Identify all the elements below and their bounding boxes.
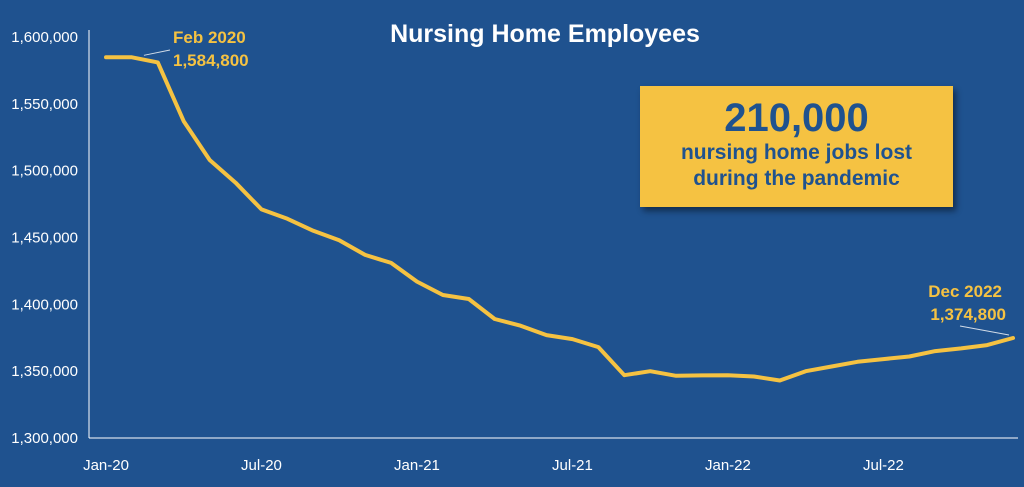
x-axis-ticks: Jan-20 Jul-20 Jan-21 Jul-21 Jan-22 Jul-22 [83,457,904,474]
y-tick-label: 1,450,000 [11,230,78,247]
dec-2022-leader-line [959,325,1010,336]
x-tick-label: Jul-20 [241,457,282,474]
x-tick-label: Jul-21 [552,457,593,474]
y-tick-label: 1,550,000 [11,96,78,113]
callout-line-1: nursing home jobs lost [680,141,912,164]
x-tick-label: Jan-21 [394,457,440,474]
callout-box: 210,000 nursing home jobs lost during th… [640,86,953,207]
y-tick-label: 1,400,000 [11,296,78,313]
dec-2022-label: Dec 2022 [928,282,1002,301]
dec-2022-value: 1,374,800 [930,305,1006,324]
x-tick-label: Jan-20 [83,457,129,474]
callout-number: 210,000 [724,96,869,140]
callout-line-2: during the pandemic [693,167,900,190]
y-tick-label: 1,300,000 [11,430,78,447]
feb-2020-value: 1,584,800 [173,51,249,70]
series-line [104,55,1015,383]
feb-2020-leader-line [143,49,171,56]
x-tick-label: Jan-22 [705,457,751,474]
y-axis-ticks: 1,300,000 1,350,000 1,400,000 1,450,000 1,50… [11,29,78,447]
y-tick-label: 1,500,000 [11,163,78,180]
x-tick-label: Jul-22 [863,457,904,474]
y-tick-label: 1,350,000 [11,363,78,380]
feb-2020-label: Feb 2020 [173,28,246,47]
y-tick-label: 1,600,000 [11,29,78,46]
chart-title: Nursing Home Employees [390,20,700,48]
